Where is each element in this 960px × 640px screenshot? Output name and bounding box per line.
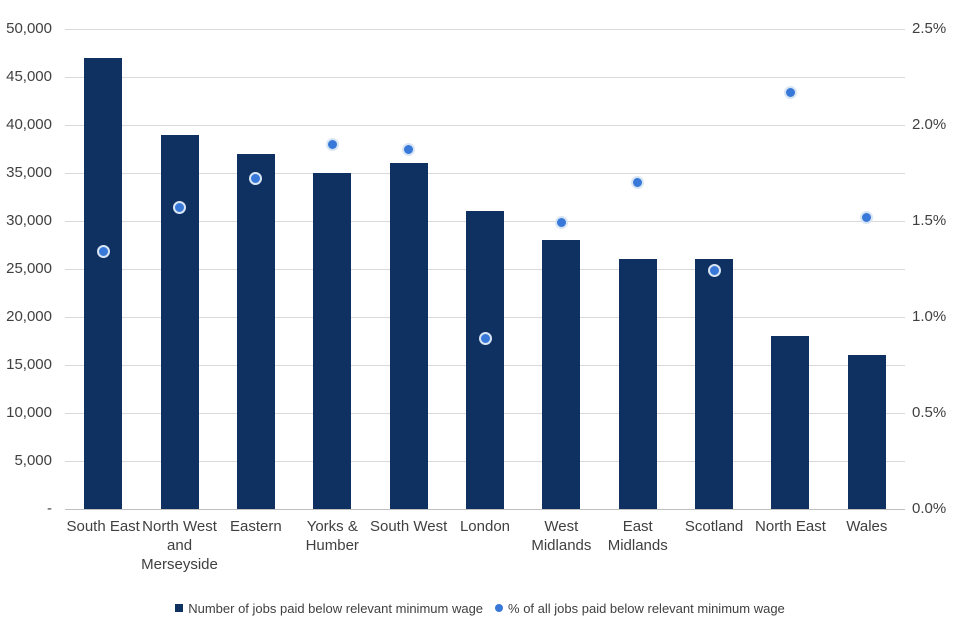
legend-label-jobs-percent: % of all jobs paid below relevant minimu… [508,600,785,616]
x-axis-label-line: London [459,518,511,535]
gridline [65,77,905,78]
marker-west-midlands [554,216,568,230]
bar-yorks-humber [313,173,352,509]
y-axis-tick-right: 1.5% [912,212,947,229]
x-axis-label-east-midlands: East Midlands [583,517,693,555]
bar-scotland [695,259,734,509]
x-axis-label-yorks-humber: Yorks & Humber [277,517,387,555]
y-axis-tick-left: 5,000 [14,452,52,469]
y-axis-tick-left: 10,000 [6,404,52,421]
x-axis-label-south-west: South West [354,517,464,536]
y-axis-tick-left: 20,000 [6,308,52,325]
legend: Number of jobs paid below relevant minim… [0,598,960,618]
x-axis-label-line: South East [66,518,140,535]
bar-series-square-icon [175,604,184,612]
x-axis-label-line: Wales [846,518,888,535]
x-axis-label-line: Scotland [684,518,744,535]
y-axis-tick-left: 30,000 [6,212,52,229]
marker-wales [860,210,874,224]
scatter-series-circle-icon [495,604,504,612]
bar-east-midlands [618,259,657,509]
x-axis-label-wales: Wales [812,517,922,536]
x-axis-label-line: Eastern [230,518,282,535]
x-axis-label-line: Midlands [531,537,592,554]
y-axis-tick-left: 45,000 [6,68,52,85]
bar-wales [847,355,886,509]
x-axis-label-south-east: South East [48,517,158,536]
bar-north-west-and-merseyside [160,134,199,509]
x-axis-label-west-midlands: West Midlands [506,517,616,555]
bar-north-east [771,336,810,509]
x-axis-label-line: East [622,518,653,535]
gridline [65,125,905,126]
x-axis-label-line: North East [755,518,826,535]
y-axis-tick-left: 50,000 [6,20,52,37]
y-axis-tick-right: 0.5% [912,404,947,421]
x-axis-label-line: and [167,537,193,554]
x-axis-label-north-east: North East [735,517,845,536]
legend-item-jobs-percent: % of all jobs paid below relevant minimu… [495,601,785,616]
y-axis-tick-left: 40,000 [6,116,52,133]
marker-north-west-and-merseyside [173,201,187,215]
x-axis-label-line: Humber [305,537,359,554]
x-axis-line [65,509,905,510]
gridline [65,173,905,174]
x-axis-label-line: North West [142,518,217,535]
marker-scotland [707,264,721,278]
marker-south-east [96,245,110,259]
x-axis-label-eastern: Eastern [201,517,311,536]
y-axis-tick-right: 2.5% [912,20,947,37]
marker-east-midlands [631,176,645,190]
gridline [65,29,905,30]
x-axis-label-line: South West [369,518,448,535]
x-axis-label-london: London [430,517,540,536]
marker-london [478,331,492,345]
legend-item-jobs-count: Number of jobs paid below relevant minim… [175,601,483,616]
bar-south-east [84,57,123,509]
x-axis-label-north-west-and-merseyside: North West and Merseyside [125,517,235,574]
y-axis-tick-right: 0.0% [912,500,947,517]
marker-north-east [783,85,797,99]
x-axis-label-scotland: Scotland [659,517,769,536]
y-axis-tick-right: 2.0% [912,116,947,133]
x-axis-label-line: Midlands [607,537,668,554]
y-axis-tick-left: 25,000 [6,260,52,277]
x-axis-label-line: Yorks & [306,518,358,535]
y-axis-tick-right: 1.0% [912,308,947,325]
y-axis-tick-left: 15,000 [6,356,52,373]
bar-eastern [236,153,275,509]
legend-label-jobs-count: Number of jobs paid below relevant minim… [188,600,484,616]
y-axis-tick-left: - [47,500,52,517]
x-axis-label-line: Merseyside [141,556,218,573]
x-axis-label-line: West [544,518,579,535]
y-axis-tick-left: 35,000 [6,164,52,181]
marker-yorks-humber [325,137,339,151]
bar-west-midlands [542,240,581,509]
marker-eastern [249,172,263,186]
bar-south-west [389,163,428,509]
marker-south-west [402,143,416,157]
bar-london [466,211,504,509]
